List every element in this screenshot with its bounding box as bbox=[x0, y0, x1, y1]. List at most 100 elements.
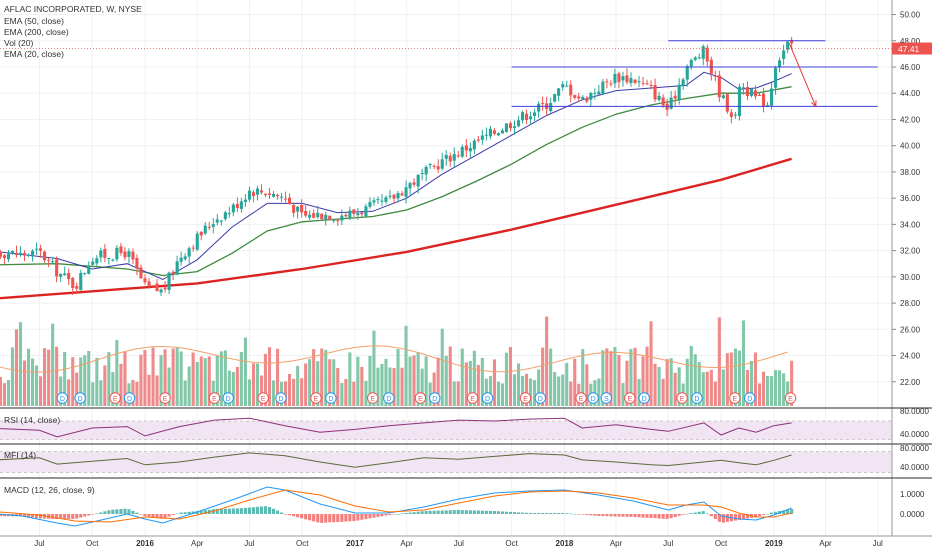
macd-histogram-bar bbox=[605, 514, 609, 517]
candle-body bbox=[372, 200, 376, 203]
event-marker-label: D bbox=[694, 396, 699, 403]
candle-body bbox=[235, 204, 239, 209]
volume-bar bbox=[513, 374, 517, 406]
candle-body bbox=[10, 251, 14, 254]
macd-histogram-bar bbox=[786, 509, 790, 514]
volume-bar bbox=[689, 345, 693, 406]
y-tick-label: 26.00 bbox=[900, 325, 921, 334]
volume-bar bbox=[649, 321, 653, 406]
volume-bar bbox=[396, 349, 400, 406]
macd-histogram-bar bbox=[573, 513, 577, 515]
y-tick-label: 42.00 bbox=[900, 115, 921, 124]
event-marker-label: E bbox=[370, 396, 375, 403]
macd-histogram-bar bbox=[324, 514, 328, 523]
event-marker-label: D bbox=[747, 396, 752, 403]
macd-title: MACD (12, 26, close, 9) bbox=[4, 485, 95, 495]
candle-body bbox=[412, 182, 416, 185]
macd-line bbox=[0, 486, 792, 527]
candle-body bbox=[183, 256, 187, 260]
event-marker bbox=[222, 392, 234, 404]
macd-histogram-bar bbox=[336, 514, 340, 522]
candle-body bbox=[589, 93, 593, 100]
candle-body bbox=[356, 213, 360, 216]
macd-histogram-bar bbox=[770, 512, 774, 514]
candle-body bbox=[565, 85, 569, 87]
macd-histogram-bar bbox=[488, 510, 492, 514]
candle-body bbox=[472, 140, 476, 150]
macd-histogram-bar bbox=[115, 509, 119, 514]
event-marker bbox=[123, 392, 136, 404]
volume-bar bbox=[629, 349, 633, 406]
y-tick-label: 46.00 bbox=[900, 63, 921, 72]
volume-bar bbox=[139, 354, 143, 406]
macd-histogram-bar bbox=[219, 508, 223, 514]
candle-body bbox=[637, 81, 641, 83]
x-tick-label: Jul bbox=[34, 539, 44, 548]
volume-bar bbox=[557, 376, 561, 406]
event-marker bbox=[481, 392, 494, 404]
volume-bar bbox=[709, 369, 713, 406]
macd-histogram-bar bbox=[436, 510, 440, 514]
ema200-line bbox=[0, 157, 792, 300]
volume-bar bbox=[617, 354, 621, 406]
volume-bar bbox=[766, 376, 770, 406]
candle-body bbox=[601, 81, 605, 94]
candle-body bbox=[669, 97, 673, 109]
oscillator-line bbox=[0, 417, 792, 438]
macd-histogram-bar bbox=[364, 514, 368, 520]
macd-histogram-bar bbox=[179, 512, 183, 514]
candle-body bbox=[288, 197, 292, 205]
macd-histogram-bar bbox=[753, 514, 757, 518]
volume-bar bbox=[741, 320, 745, 406]
candle-body bbox=[143, 278, 147, 283]
volume-bar bbox=[613, 346, 617, 406]
candle-body bbox=[492, 130, 496, 134]
volume-bar bbox=[255, 363, 259, 406]
candle-body bbox=[380, 200, 384, 202]
candle-body bbox=[308, 214, 312, 218]
volume-bar bbox=[380, 364, 384, 406]
candle-body bbox=[63, 273, 67, 276]
macd-histogram-bar bbox=[159, 514, 163, 519]
candle-body bbox=[701, 46, 705, 59]
candle-body bbox=[464, 145, 468, 151]
volume-bar bbox=[123, 351, 127, 406]
candle-body bbox=[529, 116, 533, 120]
macd-histogram-bar bbox=[18, 514, 22, 517]
candle-body bbox=[645, 83, 649, 85]
candle-body bbox=[191, 247, 195, 249]
macd-histogram-bar bbox=[23, 514, 27, 517]
candle-body bbox=[621, 76, 625, 81]
volume-bar bbox=[585, 364, 589, 406]
macd-histogram-bar bbox=[280, 512, 284, 514]
volume-bar bbox=[147, 374, 151, 406]
volume-bar bbox=[263, 353, 267, 406]
candle-body bbox=[521, 112, 525, 121]
candle-body bbox=[284, 198, 288, 200]
macd-histogram-bar bbox=[59, 514, 63, 519]
event-marker-label: D bbox=[226, 396, 231, 403]
legend-ema200: EMA (200, close) bbox=[4, 27, 69, 37]
macd-histogram-bar bbox=[39, 514, 43, 519]
macd-histogram-bar bbox=[725, 514, 729, 522]
volume-bar bbox=[468, 361, 472, 406]
macd-histogram-bar bbox=[380, 514, 384, 517]
macd-histogram-bar bbox=[31, 514, 35, 518]
event-marker-label: D bbox=[60, 396, 65, 403]
volume-bar bbox=[697, 362, 701, 406]
macd-histogram-bar bbox=[243, 507, 247, 514]
volume-bar bbox=[480, 357, 484, 406]
macd-histogram-bar bbox=[151, 514, 155, 518]
x-tick-label: Oct bbox=[505, 539, 518, 548]
x-tick-label: Apr bbox=[819, 539, 832, 548]
macd-histogram-bar bbox=[593, 514, 597, 516]
volume-bar bbox=[621, 383, 625, 406]
event-marker-label: D bbox=[78, 396, 83, 403]
macd-histogram-bar bbox=[135, 512, 139, 514]
volume-bar bbox=[404, 325, 408, 406]
event-marker-label: E bbox=[523, 396, 528, 403]
y-tick-label: 22.00 bbox=[900, 378, 921, 387]
event-marker-label: E bbox=[470, 396, 475, 403]
volume-bar bbox=[259, 375, 263, 406]
candle-body bbox=[448, 155, 452, 162]
